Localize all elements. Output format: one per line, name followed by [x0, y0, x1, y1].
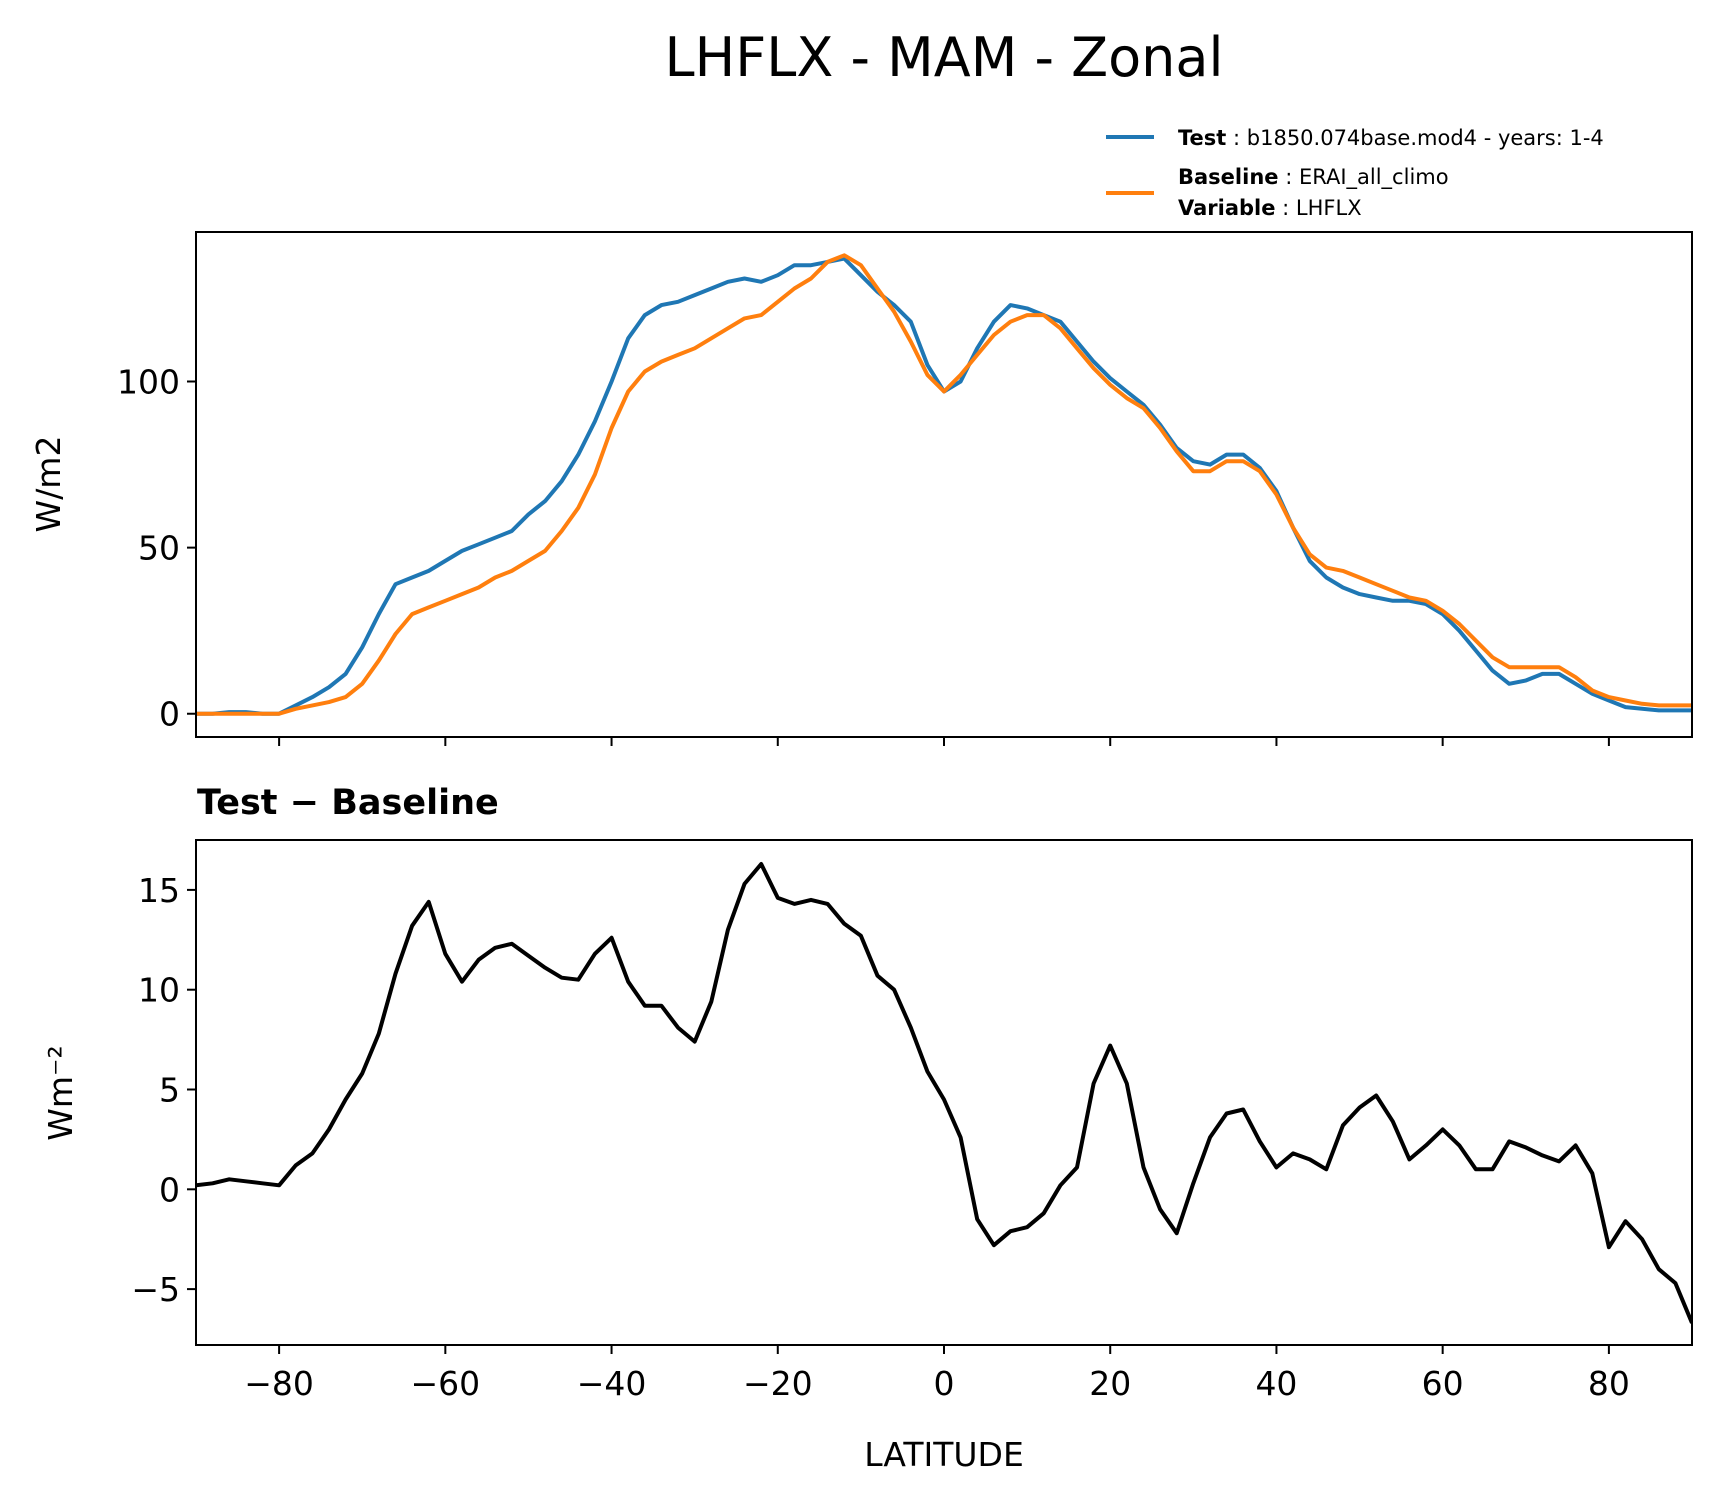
y-tick-label: −5: [131, 1270, 180, 1309]
bottom-panel-y-label: Wm⁻²: [41, 1045, 80, 1140]
bottom-panel-series: [196, 862, 1692, 1324]
top-panel: 0 50 100 W/m2: [29, 231, 1693, 746]
y-tick-label: 0: [159, 695, 180, 734]
bottom-panel-y-ticks: −5 0 5 10 15: [131, 871, 196, 1309]
legend-baseline-value: : ERAI_all_climo: [1285, 165, 1448, 190]
bottom-panel-title: Test − Baseline: [197, 783, 499, 823]
top-panel-series: [196, 253, 1692, 716]
y-tick-label: 100: [117, 363, 180, 402]
legend-variable-key: Variable: [1178, 196, 1275, 220]
legend: Test : b1850.074base.mod4 - years: 1-4 B…: [1106, 126, 1604, 220]
bottom-panel-x-label: LATITUDE: [864, 1435, 1024, 1474]
y-tick-label: 10: [138, 971, 180, 1010]
x-tick-label: −40: [577, 1364, 647, 1403]
x-tick-label: 0: [934, 1364, 955, 1403]
x-tick-label: 80: [1588, 1364, 1630, 1403]
difference-line: [196, 862, 1692, 1324]
top-panel-x-ticks: [278, 737, 1610, 746]
x-tick-label: 40: [1255, 1364, 1297, 1403]
y-tick-label: 0: [159, 1170, 180, 1209]
y-tick-label: 15: [138, 871, 180, 910]
y-tick-label: 5: [159, 1071, 180, 1110]
top-panel-frame: [195, 231, 1693, 738]
top-panel-y-label: W/m2: [29, 436, 68, 533]
top-panel-y-ticks: 0 50 100: [117, 363, 196, 734]
legend-test-value: : b1850.074base.mod4 - years: 1-4: [1233, 126, 1604, 150]
x-tick-label: 60: [1422, 1364, 1464, 1403]
bottom-panel-x-ticks: −80 −60 −40 −20 0 20 40 60 80: [244, 1345, 1630, 1403]
legend-test-entry: Test : b1850.074base.mod4 - years: 1-4: [1178, 126, 1604, 150]
legend-baseline-key: Baseline: [1178, 165, 1279, 189]
x-tick-label: −60: [411, 1364, 481, 1403]
bottom-panel: Test − Baseline −5 0 5 10 15 −80 −60 −40 −20 0 20…: [41, 783, 1693, 1474]
legend-test-key: Test: [1178, 126, 1226, 150]
x-tick-label: −20: [743, 1364, 813, 1403]
y-tick-label: 50: [138, 529, 180, 568]
figure-title: LHFLX - MAM - Zonal: [665, 26, 1224, 89]
legend-variable-entry: Variable : LHFLX: [1178, 196, 1362, 220]
x-tick-label: −80: [244, 1364, 314, 1403]
legend-variable-value: : LHFLX: [1282, 196, 1361, 220]
test-line: [196, 256, 1692, 716]
baseline-line: [196, 253, 1692, 716]
legend-baseline-entry: Baseline : ERAI_all_climo: [1178, 165, 1449, 190]
x-tick-label: 20: [1089, 1364, 1131, 1403]
